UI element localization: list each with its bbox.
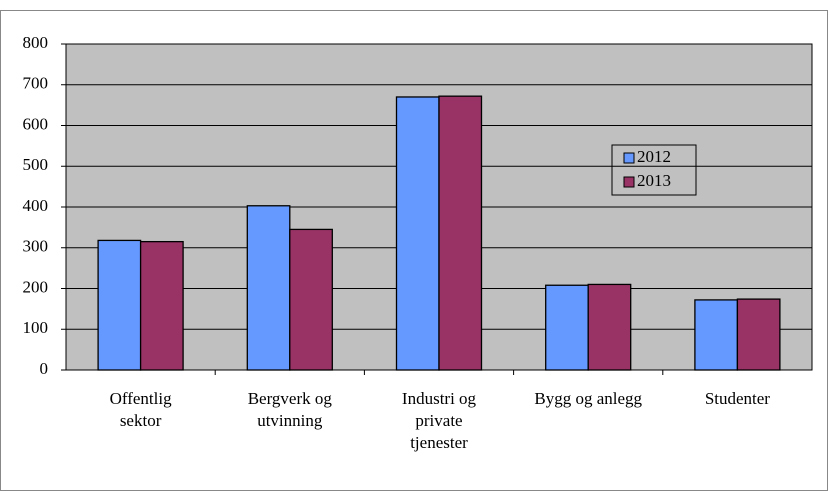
bar xyxy=(587,283,632,371)
y-tick-label: 800 xyxy=(23,33,49,52)
x-tick-label: Bergverk og utvinning xyxy=(248,389,333,430)
y-tick-label: 700 xyxy=(23,74,49,93)
bar xyxy=(246,205,291,371)
x-tick-label: Industri og private tjenester xyxy=(402,389,477,452)
legend-swatch xyxy=(623,152,635,164)
y-tick-label: 300 xyxy=(23,237,49,256)
x-tick-label: Offentlig sektor xyxy=(110,389,173,430)
bar xyxy=(395,96,440,371)
y-tick-label: 400 xyxy=(23,196,49,215)
bar xyxy=(438,95,483,371)
legend-box xyxy=(611,144,697,196)
y-tick-label: 200 xyxy=(23,277,49,296)
bar xyxy=(289,228,333,371)
bar xyxy=(545,284,589,371)
y-tick-label: 600 xyxy=(23,114,49,133)
bar xyxy=(736,298,781,371)
bar xyxy=(694,299,739,371)
x-tick-label: Bygg og anlegg xyxy=(534,389,642,408)
legend-label: 2012 xyxy=(637,147,671,166)
y-tick-label: 500 xyxy=(23,155,49,174)
legend-swatch xyxy=(623,176,635,188)
legend-label: 2013 xyxy=(637,171,671,190)
x-tick-label: Studenter xyxy=(705,389,770,408)
bar xyxy=(97,239,142,371)
y-tick-label: 0 xyxy=(40,359,49,378)
y-tick-label: 100 xyxy=(23,318,49,337)
bar xyxy=(139,240,184,371)
